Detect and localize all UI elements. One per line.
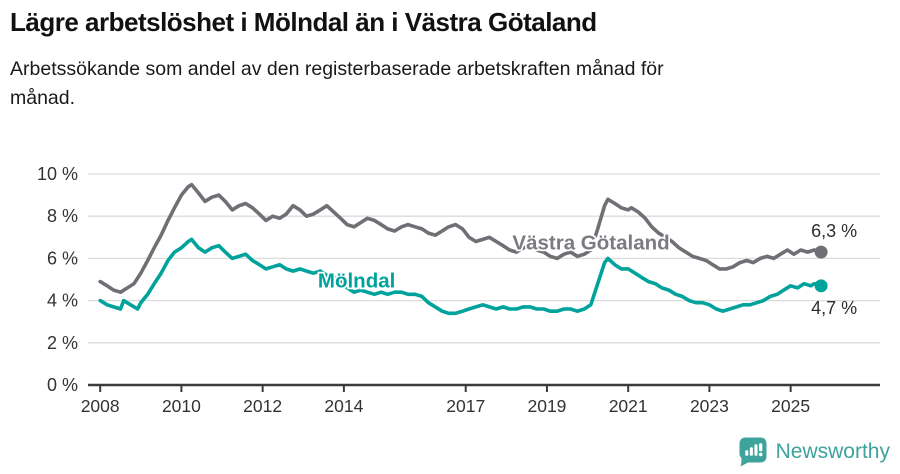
x-axis-label: 2008 <box>81 396 120 416</box>
x-axis-label: 2025 <box>771 396 810 416</box>
y-axis-label: 4 % <box>47 291 78 311</box>
y-axis-label: 6 % <box>47 248 78 268</box>
series-end-dot-v-stra-g-taland <box>814 245 828 259</box>
series-end-value-v-stra-g-taland: 6,3 % <box>811 221 857 241</box>
x-axis-label: 2012 <box>243 396 282 416</box>
series-end-dot-m-lndal <box>814 279 828 293</box>
series-line-v-stra-g-taland <box>98 182 823 294</box>
bar-chart-badge-icon <box>739 437 767 467</box>
newsworthy-logo[interactable]: Newsworthy <box>738 436 890 467</box>
chart-canvas: 0 % 2 % 4 % 6 % 8 % 10 % 2008 2010 2012 2014 2017 2… <box>37 164 880 416</box>
y-axis-label: 0 % <box>47 375 78 395</box>
x-axis-label: 2010 <box>162 396 201 416</box>
chart-subtitle: Arbetssökande som andel av den registerb… <box>10 57 664 109</box>
chart-header: Lägre arbetslöshet i Mölndal än i Västra… <box>0 0 900 113</box>
series-label-v-stra-g-taland: Västra Götaland <box>512 231 669 254</box>
x-axis-label: 2023 <box>690 396 729 416</box>
y-axis-label: 2 % <box>47 333 78 353</box>
brand-wordmark: Newsworthy <box>775 439 890 463</box>
y-axis-label: 10 % <box>37 164 78 184</box>
series-line-m-lndal <box>98 237 823 316</box>
y-axis-label: 8 % <box>47 206 78 226</box>
x-axis-label: 2019 <box>527 396 566 416</box>
x-axis-label: 2021 <box>609 396 648 416</box>
x-axis-label: 2017 <box>446 396 485 416</box>
unemployment-line-chart: 0 % 2 % 4 % 6 % 8 % 10 % 2008 2010 2012 2014 2017 2… <box>0 150 900 422</box>
x-axis-label: 2014 <box>324 396 363 416</box>
series-label-m-lndal: Mölndal <box>318 269 395 292</box>
series-end-value-m-lndal: 4,7 % <box>811 298 857 318</box>
page-title: Lägre arbetslöshet i Mölndal än i Västra… <box>10 7 597 37</box>
